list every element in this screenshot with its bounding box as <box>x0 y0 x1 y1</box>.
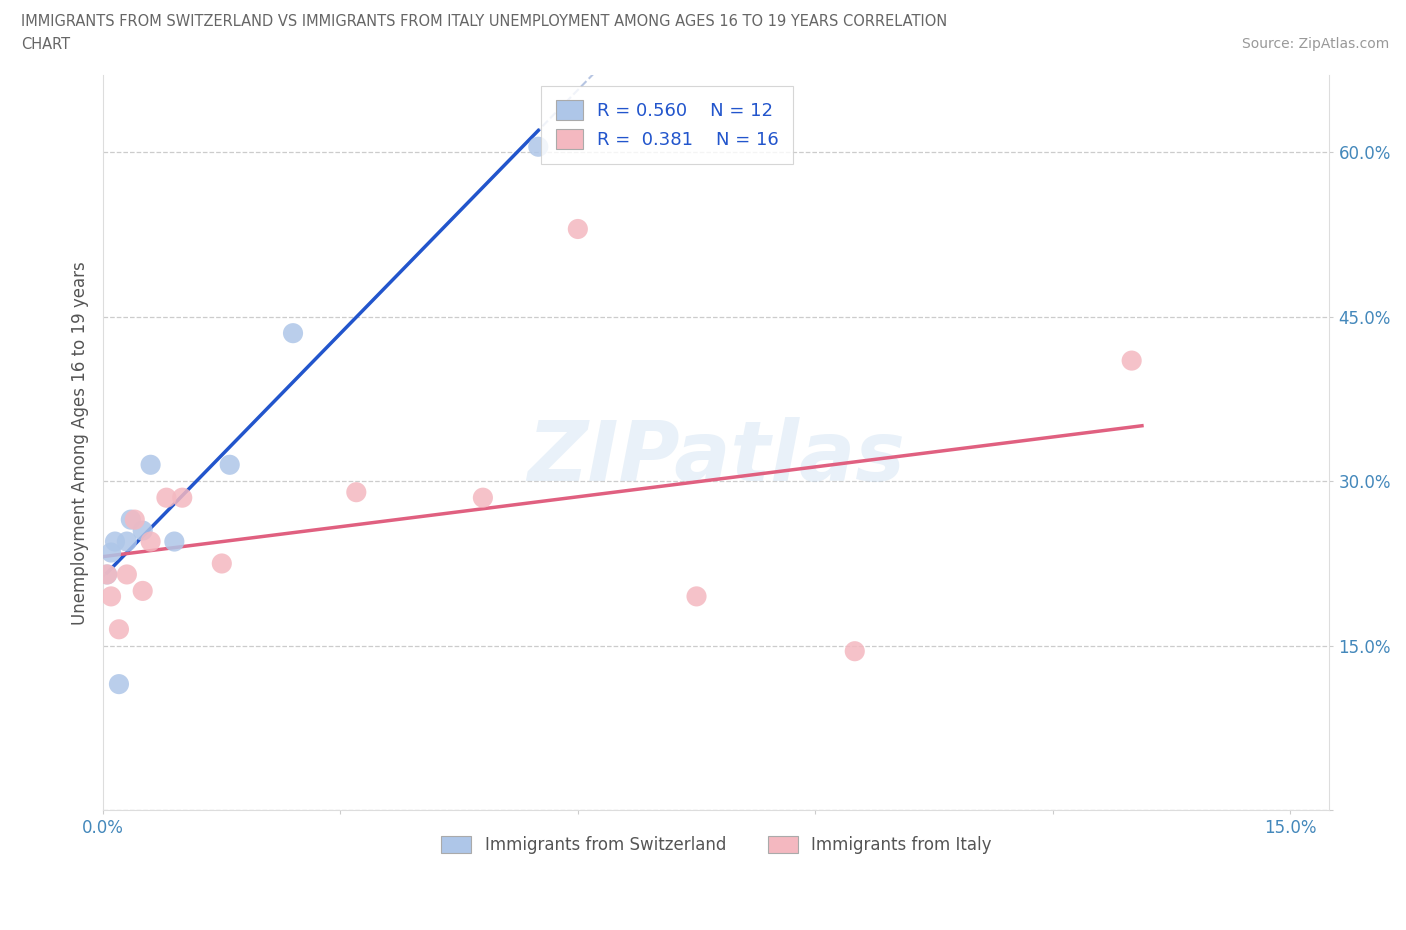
Point <box>115 567 138 582</box>
Point <box>131 583 153 598</box>
Text: CHART: CHART <box>21 37 70 52</box>
Point <box>96 567 118 582</box>
Text: ZIPatlas: ZIPatlas <box>527 417 905 498</box>
Point <box>124 512 146 527</box>
Point <box>108 677 131 692</box>
Point <box>108 622 131 637</box>
Point <box>567 221 589 236</box>
Point <box>281 326 304 340</box>
Point <box>120 512 142 527</box>
Point <box>115 534 138 549</box>
Point <box>104 534 127 549</box>
Point <box>155 490 177 505</box>
Point <box>685 589 707 604</box>
Point <box>1121 353 1143 368</box>
Legend: Immigrants from Switzerland, Immigrants from Italy: Immigrants from Switzerland, Immigrants … <box>434 830 998 860</box>
Point <box>844 644 866 658</box>
Point <box>100 545 122 560</box>
Point <box>471 490 494 505</box>
Point <box>96 567 118 582</box>
Point <box>100 589 122 604</box>
Point <box>139 458 162 472</box>
Text: IMMIGRANTS FROM SWITZERLAND VS IMMIGRANTS FROM ITALY UNEMPLOYMENT AMONG AGES 16 : IMMIGRANTS FROM SWITZERLAND VS IMMIGRANT… <box>21 14 948 29</box>
Point <box>172 490 194 505</box>
Text: Source: ZipAtlas.com: Source: ZipAtlas.com <box>1241 37 1389 51</box>
Y-axis label: Unemployment Among Ages 16 to 19 years: Unemployment Among Ages 16 to 19 years <box>72 261 89 625</box>
Point <box>527 140 550 154</box>
Point <box>211 556 233 571</box>
Point <box>139 534 162 549</box>
Point <box>344 485 367 499</box>
Point <box>218 458 240 472</box>
Point <box>131 524 153 538</box>
Point <box>163 534 186 549</box>
